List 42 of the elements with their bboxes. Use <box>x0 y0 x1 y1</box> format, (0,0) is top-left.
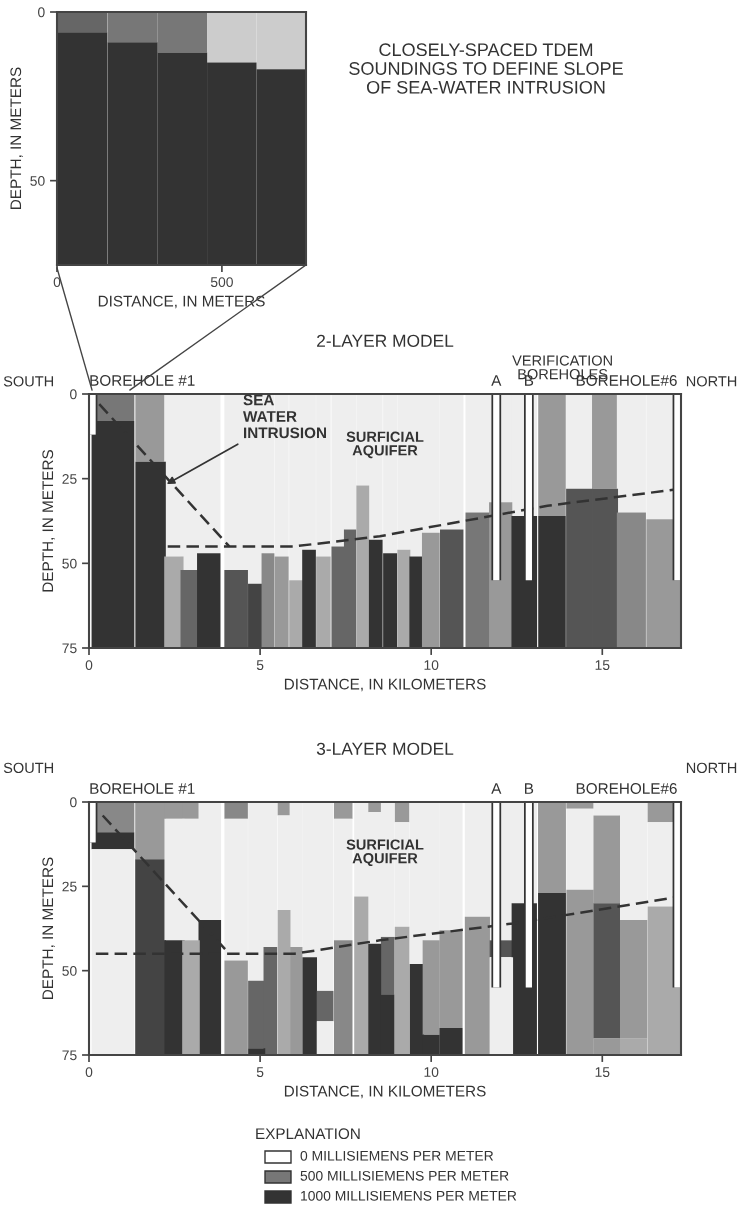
text: NORTH <box>686 376 737 387</box>
x-axis-title: DISTANCE, IN KILOMETERS <box>284 1085 486 1099</box>
x-tick-label: 15 <box>595 1067 610 1078</box>
y-axis-title: DEPTH, IN METERS <box>42 449 55 592</box>
text: 1000 MILLISIEMENS PER METER <box>301 1190 517 1201</box>
y-tick-label: 0 <box>70 389 77 400</box>
text: SOUTH <box>3 376 54 387</box>
text: BOREHOLE#6 <box>576 783 677 794</box>
y-axis-title: DEPTH, IN METERS <box>10 67 23 209</box>
annotation: SURFICIAL AQUIFER <box>346 431 424 459</box>
x-tick-label: 5 <box>256 1067 264 1078</box>
text: BOREHOLE #1 <box>90 783 195 794</box>
x-tick-label: 0 <box>85 1067 93 1078</box>
text: EXPLANATION <box>256 1128 360 1140</box>
x-tick-label: 15 <box>595 660 610 671</box>
text: CLOSELY-SPACED TDEM SOUNDINGS TO DEFINE SLOPE OF SEA-WATER INTRUSION <box>349 43 623 94</box>
y-tick-label: 25 <box>62 881 77 892</box>
text: 500 MILLISIEMENS PER METER <box>300 1170 509 1181</box>
x-tick-label: 10 <box>424 660 439 671</box>
chart-title: 3-LAYER MODEL <box>316 742 454 755</box>
y-tick-label: 50 <box>62 966 77 976</box>
y-tick-label: 50 <box>30 176 45 186</box>
x-tick-label: 10 <box>424 1067 439 1078</box>
y-axis-title: DEPTH, IN METERS <box>42 857 55 999</box>
annotation: SEA WATER INTRUSION <box>243 394 326 439</box>
text: 0 MILLISIEMENS PER METER <box>300 1150 494 1161</box>
text: SOUTH <box>3 762 54 774</box>
text: A <box>491 783 502 794</box>
chart-title: 2-LAYER MODEL <box>317 334 454 347</box>
y-tick-label: 75 <box>62 1050 77 1061</box>
text: A <box>491 375 502 386</box>
annotation: SURFICIAL AQUIFER <box>346 839 424 867</box>
y-tick-label: 25 <box>62 474 77 484</box>
y-tick-label: 75 <box>62 643 77 654</box>
y-tick-label: 50 <box>62 558 77 569</box>
text: NORTH <box>686 762 737 774</box>
x-tick-label: 5 <box>256 660 264 671</box>
x-tick-label: 500 <box>210 277 233 288</box>
y-tick-label: 0 <box>70 797 77 808</box>
x-tick-label: 0 <box>85 660 93 671</box>
text: B <box>525 783 534 794</box>
x-axis-title: DISTANCE, IN KILOMETERS <box>284 678 486 692</box>
